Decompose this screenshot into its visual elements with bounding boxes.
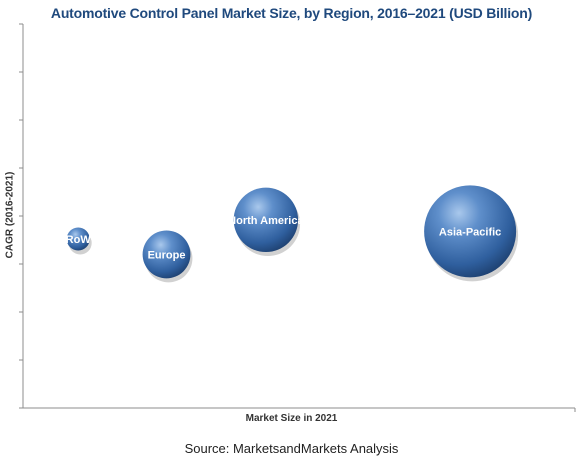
bubble-asia-pacific: Asia-Pacific bbox=[424, 185, 519, 282]
x-axis-label: Market Size in 2021 bbox=[245, 413, 338, 424]
bubble-europe-circle bbox=[142, 230, 191, 279]
y-axis-label: CAGR (2016-2021) bbox=[4, 171, 16, 259]
bubble-north-america-circle bbox=[233, 187, 299, 253]
bubble-north-america: North America bbox=[228, 187, 304, 257]
bubble-label-row: RoW bbox=[66, 234, 92, 246]
bubble-label-europe: Europe bbox=[148, 249, 186, 261]
bubble-label-asia-pacific: Asia-Pacific bbox=[439, 226, 501, 238]
bubble-row: RoW bbox=[66, 227, 92, 255]
bubble-row-circle bbox=[66, 227, 90, 251]
bubble-asia-pacific-circle bbox=[424, 185, 517, 278]
chart-title: Automotive Control Panel Market Size, by… bbox=[50, 5, 533, 21]
bubble-label-north-america: North America bbox=[228, 215, 304, 227]
source-note: Source: MarketsandMarkets Analysis bbox=[184, 441, 399, 456]
bubble-europe: Europe bbox=[142, 230, 193, 283]
y-axis-label-wrap: CAGR (2016-2021) bbox=[3, 60, 17, 370]
